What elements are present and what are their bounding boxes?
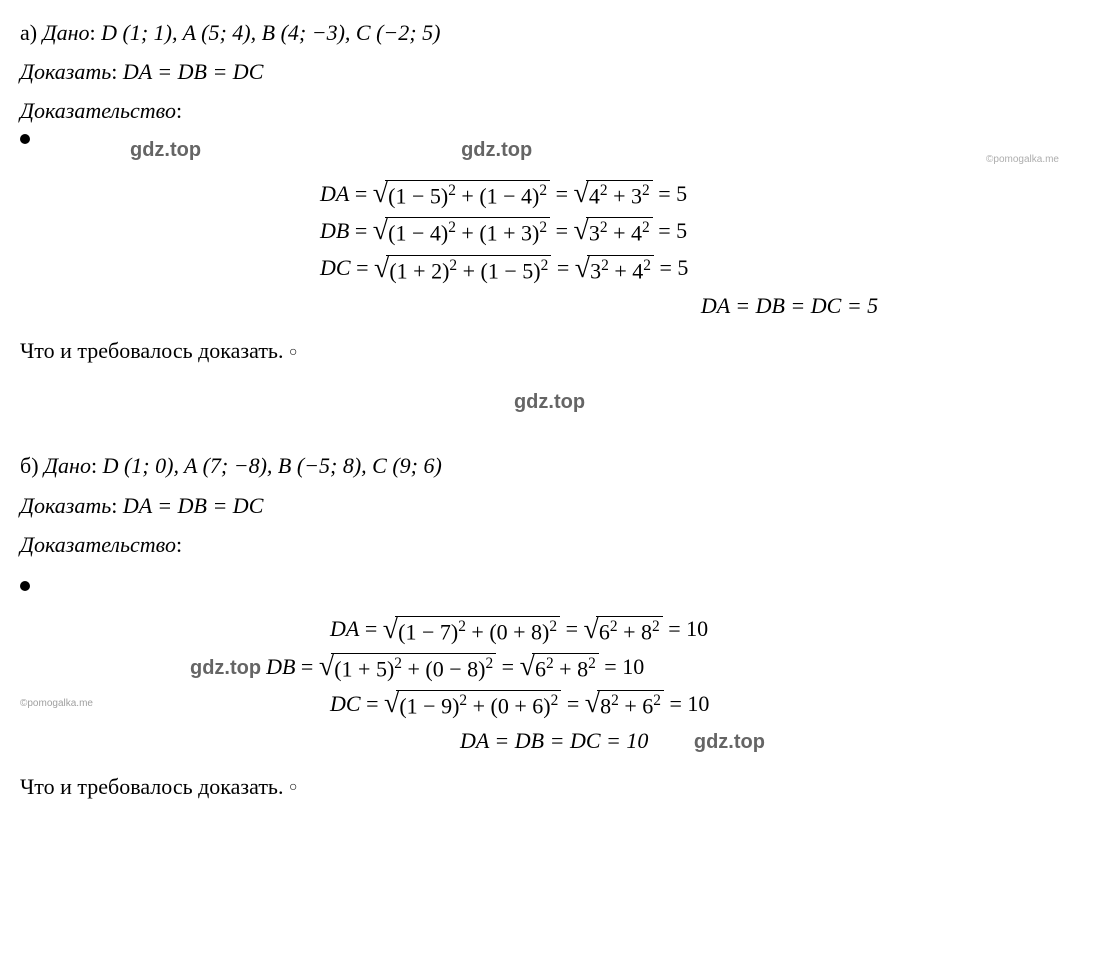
equation-db-b: gdz.topDB = √(1 + 5)2 + (0 − 8)2 = √62 +… bbox=[190, 649, 1079, 684]
qed-line-b: Что и требовалось доказать. ○ bbox=[20, 769, 1079, 804]
qed-text-a: Что и требовалось доказать. bbox=[20, 338, 283, 363]
circle-icon: ○ bbox=[289, 342, 297, 364]
gdz-watermark: gdz.top bbox=[130, 134, 201, 166]
math-block-b: DA = √(1 − 7)2 + (0 + 8)2 = √62 + 82 = 1… bbox=[20, 611, 1079, 758]
part-b-label: б) bbox=[20, 453, 39, 478]
prove-statement-a: DA = DB = DC bbox=[123, 59, 264, 84]
given-label-b: Дано bbox=[44, 453, 91, 478]
gdz-watermark: gdz.top bbox=[461, 134, 532, 166]
math-block-a: DA = √(1 − 5)2 + (1 − 4)2 = √42 + 32 = 5… bbox=[20, 176, 1079, 323]
part-a-label: а) bbox=[20, 20, 37, 45]
gdz-watermark: gdz.top bbox=[190, 657, 261, 679]
given-points-b: D (1; 0), A (7; −8), B (−5; 8), C (9; 6) bbox=[103, 453, 442, 478]
section-b: б) Дано: D (1; 0), A (7; −8), B (−5; 8),… bbox=[20, 448, 1079, 803]
prove-label-b: Доказать bbox=[20, 493, 111, 518]
qed-text-b: Что и требовалось доказать. bbox=[20, 774, 283, 799]
given-label-a: Дано bbox=[43, 20, 90, 45]
given-points-a: D (1; 1), A (5; 4), B (4; −3), C (−2; 5) bbox=[101, 20, 440, 45]
proof-label-a: Доказательство bbox=[20, 98, 176, 123]
pomogalka-watermark: ©pomogalka.me bbox=[20, 696, 93, 712]
prove-label-a: Доказать bbox=[20, 59, 111, 84]
proof-label-b: Доказательство bbox=[20, 532, 176, 557]
equation-conclusion-a: DA = DB = DC = 5 bbox=[320, 288, 1079, 323]
equation-da-a: DA = √(1 − 5)2 + (1 − 4)2 = √42 + 32 = 5 bbox=[320, 176, 1079, 211]
watermark-row-2: gdz.top bbox=[20, 383, 1079, 418]
given-line-a: а) Дано: D (1; 1), A (5; 4), B (4; −3), … bbox=[20, 15, 1079, 50]
given-line-b: б) Дано: D (1; 0), A (7; −8), B (−5; 8),… bbox=[20, 448, 1079, 483]
section-a: а) Дано: D (1; 1), A (5; 4), B (4; −3), … bbox=[20, 15, 1079, 418]
equation-db-a: DB = √(1 − 4)2 + (1 + 3)2 = √32 + 42 = 5 bbox=[320, 213, 1079, 248]
pomogalka-watermark: ©pomogalka.me bbox=[986, 152, 1059, 168]
proof-label-line-a: Доказательство: bbox=[20, 93, 1079, 128]
prove-line-b: Доказать: DA = DB = DC bbox=[20, 488, 1079, 523]
prove-statement-b: DA = DB = DC bbox=[123, 493, 264, 518]
equation-dc-b: ©pomogalka.me DC = √(1 − 9)2 + (0 + 6)2 … bbox=[190, 686, 1079, 721]
bullet-icon bbox=[20, 134, 30, 144]
circle-icon: ○ bbox=[289, 777, 297, 799]
watermark-row-1: gdz.top gdz.top ©pomogalka.me bbox=[20, 134, 1079, 166]
proof-label-line-b: Доказательство: bbox=[20, 527, 1079, 562]
equation-conclusion-b: DA = DB = DC = 10 gdz.top bbox=[190, 723, 1079, 758]
equation-dc-a: DC = √(1 + 2)2 + (1 − 5)2 = √32 + 42 = 5 bbox=[320, 250, 1079, 285]
equation-da-b: DA = √(1 − 7)2 + (0 + 8)2 = √62 + 82 = 1… bbox=[190, 611, 1079, 646]
bullet-line-b bbox=[20, 566, 1079, 601]
prove-line-a: Доказать: DA = DB = DC bbox=[20, 54, 1079, 89]
qed-line-a: Что и требовалось доказать. ○ bbox=[20, 333, 1079, 368]
gdz-watermark: gdz.top bbox=[694, 731, 765, 753]
gdz-watermark: gdz.top bbox=[514, 391, 585, 413]
bullet-icon bbox=[20, 581, 30, 591]
